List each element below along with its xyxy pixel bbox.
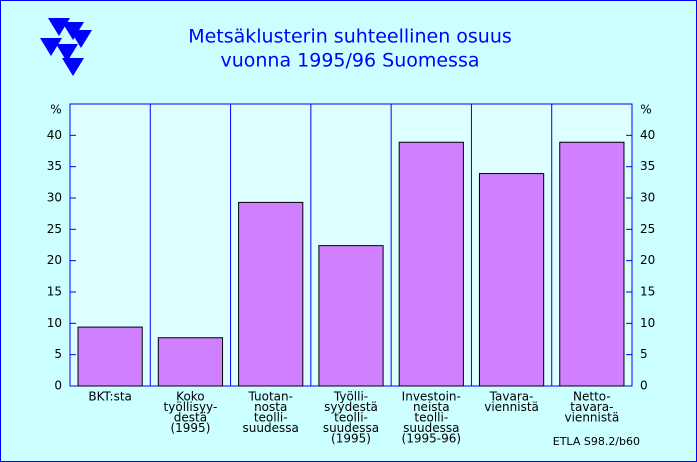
x-tick-label: BKT:sta (88, 390, 132, 404)
x-tick-label: viennistä (484, 400, 539, 414)
x-tick-label: destä (174, 411, 207, 425)
x-tick-label: Koko (176, 390, 204, 404)
y-tick-label: 35 (47, 159, 62, 173)
y-tick-label: 20 (47, 253, 62, 267)
x-tick-label: syydestä (324, 400, 378, 414)
x-tick-label: Netto- (573, 390, 611, 404)
bar (318, 245, 384, 387)
y-tick-label: 10 (47, 316, 62, 330)
x-tick-label: (1995) (331, 432, 371, 446)
x-tick-label: teolli- (254, 411, 288, 425)
y-tick-label: 15 (47, 285, 62, 299)
x-tick-label: teolli- (414, 411, 448, 425)
x-tick-label: viennistä (565, 411, 620, 425)
x-tick-label: Tuotan- (247, 390, 292, 404)
y2-tick-label: 30 (640, 191, 655, 205)
bar (77, 326, 143, 387)
x-tick-label: Työlli- (333, 390, 368, 404)
x-tick-label: nosta (254, 400, 287, 414)
x-tick-label: (1995) (170, 421, 210, 435)
y2-tick-label: 25 (640, 222, 655, 236)
y2-tick-label: 0 (640, 379, 648, 393)
bar (157, 337, 224, 387)
x-tick-label: Tavara- (489, 390, 534, 404)
bar (559, 141, 625, 387)
y2-tick-label: 35 (640, 159, 655, 173)
y2-axis-label: % (640, 103, 651, 117)
x-tick-label: suudessa (323, 421, 379, 435)
bar (238, 201, 304, 387)
y-axis-label: % (50, 103, 61, 117)
y-tick-label: 25 (47, 222, 62, 236)
x-tick-label: suudessa (243, 421, 299, 435)
chart-title: Metsäklusterin suhteellinen osuus (188, 26, 512, 48)
y-tick-label: 0 (54, 379, 62, 393)
y-tick-label: 5 (54, 347, 62, 361)
source: ETLA S98.2/b60 (553, 435, 640, 448)
x-tick-label: suudessa (403, 421, 459, 435)
y-tick-label: 40 (47, 128, 62, 142)
x-tick-label: työllisyy- (164, 400, 218, 414)
y-tick-label: 30 (47, 191, 62, 205)
logo (40, 18, 92, 76)
y2-tick-label: 5 (640, 347, 648, 361)
bar (478, 173, 545, 387)
bar (398, 141, 464, 387)
x-tick-label: Investoin- (402, 390, 461, 404)
y2-tick-label: 20 (640, 253, 655, 267)
x-tick-label: neista (413, 400, 450, 414)
y2-tick-label: 40 (640, 128, 655, 142)
chart-title: vuonna 1995/96 Suomessa (220, 50, 479, 72)
y2-tick-label: 15 (640, 285, 655, 299)
x-tick-label: teolli- (334, 411, 368, 425)
y2-tick-label: 10 (640, 316, 655, 330)
x-tick-label: (1995-96) (402, 432, 462, 446)
x-tick-label: tavara- (570, 400, 613, 414)
